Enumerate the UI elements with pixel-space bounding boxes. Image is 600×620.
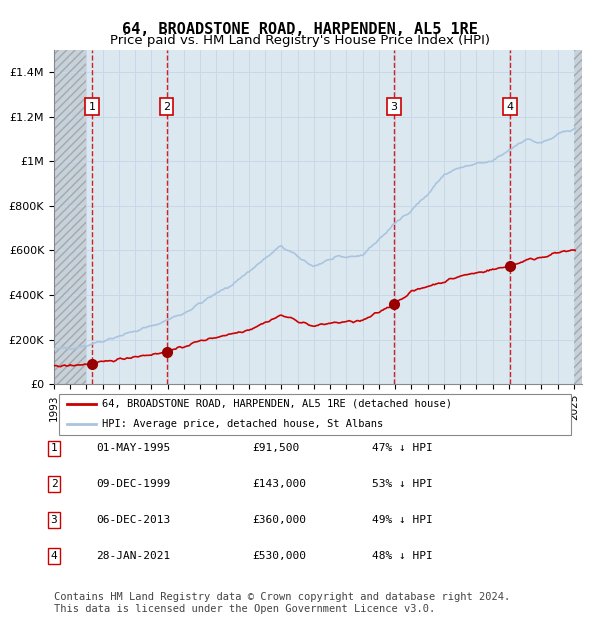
Text: 64, BROADSTONE ROAD, HARPENDEN, AL5 1RE: 64, BROADSTONE ROAD, HARPENDEN, AL5 1RE	[122, 22, 478, 37]
Text: 4: 4	[506, 102, 514, 112]
Text: 3: 3	[50, 515, 58, 525]
Bar	[574, 50, 582, 384]
Text: 47% ↓ HPI: 47% ↓ HPI	[372, 443, 433, 453]
Text: 06-DEC-2013: 06-DEC-2013	[96, 515, 170, 525]
Text: 2: 2	[50, 479, 58, 489]
Text: 1: 1	[50, 443, 58, 453]
Text: 49% ↓ HPI: 49% ↓ HPI	[372, 515, 433, 525]
Text: £143,000: £143,000	[252, 479, 306, 489]
Text: 4: 4	[50, 551, 58, 561]
Text: Contains HM Land Registry data © Crown copyright and database right 2024.
This d: Contains HM Land Registry data © Crown c…	[54, 592, 510, 614]
Text: £360,000: £360,000	[252, 515, 306, 525]
Bar	[574, 50, 582, 384]
Text: 3: 3	[391, 102, 398, 112]
FancyBboxPatch shape	[59, 394, 571, 435]
Text: 53% ↓ HPI: 53% ↓ HPI	[372, 479, 433, 489]
Text: 01-MAY-1995: 01-MAY-1995	[96, 443, 170, 453]
Text: £530,000: £530,000	[252, 551, 306, 561]
Text: 64, BROADSTONE ROAD, HARPENDEN, AL5 1RE (detached house): 64, BROADSTONE ROAD, HARPENDEN, AL5 1RE …	[101, 399, 452, 409]
Text: HPI: Average price, detached house, St Albans: HPI: Average price, detached house, St A…	[101, 419, 383, 429]
Text: 1: 1	[88, 102, 95, 112]
Bar	[54, 50, 86, 384]
Text: 09-DEC-1999: 09-DEC-1999	[96, 479, 170, 489]
Text: Price paid vs. HM Land Registry's House Price Index (HPI): Price paid vs. HM Land Registry's House …	[110, 34, 490, 47]
Text: £91,500: £91,500	[252, 443, 299, 453]
Text: 28-JAN-2021: 28-JAN-2021	[96, 551, 170, 561]
Text: 2: 2	[163, 102, 170, 112]
Bar	[54, 50, 86, 384]
Text: 48% ↓ HPI: 48% ↓ HPI	[372, 551, 433, 561]
